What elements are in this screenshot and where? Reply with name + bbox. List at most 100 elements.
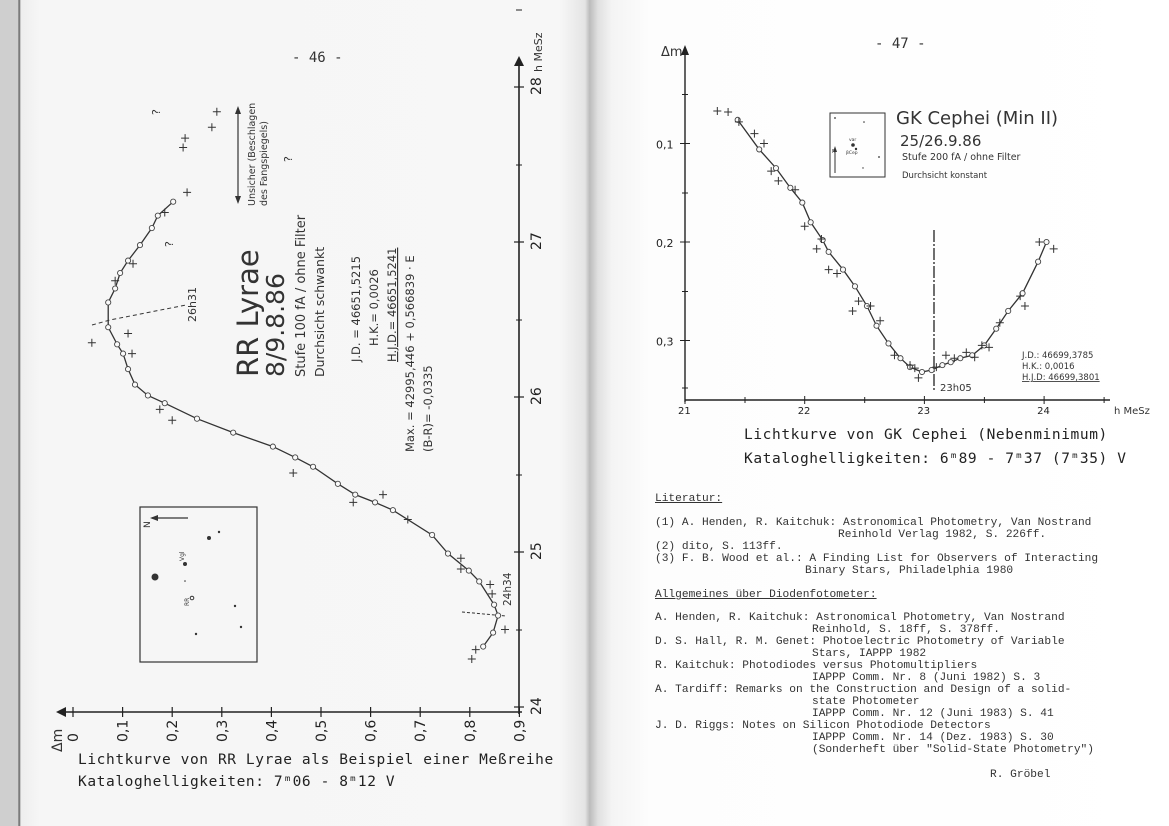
general-line: Stars, IAPPP 1982 — [812, 648, 927, 660]
north-label: N — [832, 149, 836, 155]
axis-arrow-icon — [514, 56, 524, 66]
comparison-label: Vgl — [179, 551, 186, 561]
north-label: N — [143, 521, 153, 528]
min-time-label: 24h34 — [502, 572, 514, 606]
data-point-circle — [136, 242, 144, 249]
maximum-marker-line — [91, 304, 187, 326]
data-point-circle — [491, 601, 498, 608]
data-point-cross — [212, 107, 221, 116]
data-point-cross — [767, 167, 776, 176]
hk-value: H.K.= 0,0026 — [367, 269, 381, 346]
data-point-circle — [918, 368, 926, 376]
data-point-cross — [985, 343, 994, 352]
x-axis-label: h MeSz — [532, 32, 545, 72]
data-point-cross — [713, 106, 722, 115]
finder-star — [194, 632, 198, 636]
y-tick-label: 0,3 — [656, 336, 674, 349]
data-point-circle — [112, 285, 119, 292]
data-point-circle — [389, 507, 396, 514]
variable-star — [851, 143, 855, 147]
finder-star — [207, 536, 211, 540]
jd-value: J.D.: 46699,3785 — [1021, 351, 1093, 361]
axis-arrow-icon — [56, 707, 66, 717]
data-point-circle — [807, 219, 814, 226]
literature-line: (2) dito, S. 113ff. — [655, 541, 783, 553]
finder-star — [151, 573, 159, 581]
x-tick-label: 28 — [529, 77, 545, 95]
data-point-cross — [486, 580, 495, 589]
chart-note: Durchsicht konstant — [902, 171, 988, 181]
data-point-circle — [269, 443, 276, 450]
general-line: Reinhold, S. 18ff, S. 378ff. — [812, 624, 1000, 636]
data-point-circle — [161, 400, 168, 407]
data-point-circle — [1019, 290, 1026, 297]
data-point-circle — [310, 463, 317, 470]
y-tick-label: 0,2 — [656, 237, 674, 250]
data-point-cross — [488, 589, 497, 598]
north-arrow-head-icon — [150, 515, 158, 521]
data-point-cross — [111, 276, 120, 285]
chart-title: GK Cephei (Min II) — [896, 108, 1058, 129]
x-tick-label: 26 — [529, 387, 545, 405]
data-point-cross — [774, 176, 783, 185]
general-heading: Allgemeines über Diodenfotometer: — [655, 589, 877, 601]
finder-star — [239, 625, 243, 629]
data-point-cross — [501, 625, 510, 634]
x-tick-label: 22 — [798, 406, 811, 417]
data-point-circle — [117, 269, 124, 277]
data-point-cross — [824, 265, 833, 274]
data-point-cross — [890, 351, 899, 360]
literature-line: (3) F. B. Wood et al.: A Finding List fo… — [655, 553, 1099, 565]
rr-lyrae-chart: RR Lyrae 8/9.8.86 Stufe 100 fA / ohne Fi… — [50, 9, 545, 752]
general-line: A. Henden, R. Kaitchuk: Astronomical Pho… — [655, 612, 1065, 624]
data-point-cross — [168, 416, 177, 425]
general-line: D. S. Hall, R. M. Genet: Photoelectric P… — [655, 636, 1065, 648]
finder-star — [183, 562, 187, 566]
finder-star — [834, 117, 836, 119]
y-tick-label: 0 — [66, 733, 82, 742]
gk-cephei-chart: GK Cephei (Min II) 25/26.9.86 Stufe 200 … — [656, 45, 1150, 417]
data-point-circle — [131, 381, 139, 388]
data-point-circle — [787, 184, 794, 191]
data-point-circle — [799, 199, 806, 206]
data-point-cross — [181, 134, 190, 143]
literature-line: (1) A. Henden, R. Kaitchuk: Astronomical… — [655, 517, 1092, 529]
y-axis-label: Δm — [50, 729, 66, 752]
x-tick-label: 23 — [917, 406, 930, 417]
y-tick-label: 0,9 — [512, 720, 528, 742]
data-point-circle — [490, 629, 497, 636]
y-tick-label: 0,1 — [116, 720, 132, 742]
data-point-circle — [939, 362, 946, 369]
uncertain-note: des Fangspiegels) — [259, 121, 270, 206]
data-point-cross — [932, 363, 941, 372]
left-page — [0, 0, 590, 826]
chart-title: RR Lyrae — [231, 249, 265, 377]
data-point-cross — [1020, 302, 1029, 311]
data-point-cross — [179, 143, 188, 152]
data-point-circle — [772, 165, 780, 172]
chart-date: 8/9.8.86 — [261, 273, 290, 377]
general-line: (Sonderheft über "Solid-State Photometry… — [812, 744, 1094, 756]
data-point-cross — [724, 107, 733, 116]
data-point-cross — [456, 554, 465, 563]
y-tick-label: 0,3 — [215, 720, 231, 742]
data-point-circle — [334, 480, 341, 487]
data-point-cross — [734, 117, 743, 126]
finder-chart-frame — [829, 112, 886, 178]
data-point-cross — [866, 302, 875, 311]
page-number-left: - 46 - — [292, 50, 343, 66]
y-tick-label: 0,4 — [264, 720, 280, 742]
data-point-circle — [114, 341, 121, 348]
left-caption-line2: Kataloghelligkeiten: 7ᵐ06 - 8ᵐ12 V — [78, 774, 396, 790]
data-point-cross — [970, 353, 979, 362]
data-point-circle — [873, 322, 880, 329]
x-tick-label: 24 — [1037, 406, 1050, 417]
y-tick-label: 0,1 — [656, 139, 674, 152]
finder-star — [863, 121, 865, 123]
data-point-circle — [120, 350, 127, 357]
data-point-cross — [1016, 292, 1025, 301]
data-point-cross — [87, 338, 96, 347]
data-point-circle — [105, 299, 112, 306]
data-point-cross — [995, 318, 1004, 327]
